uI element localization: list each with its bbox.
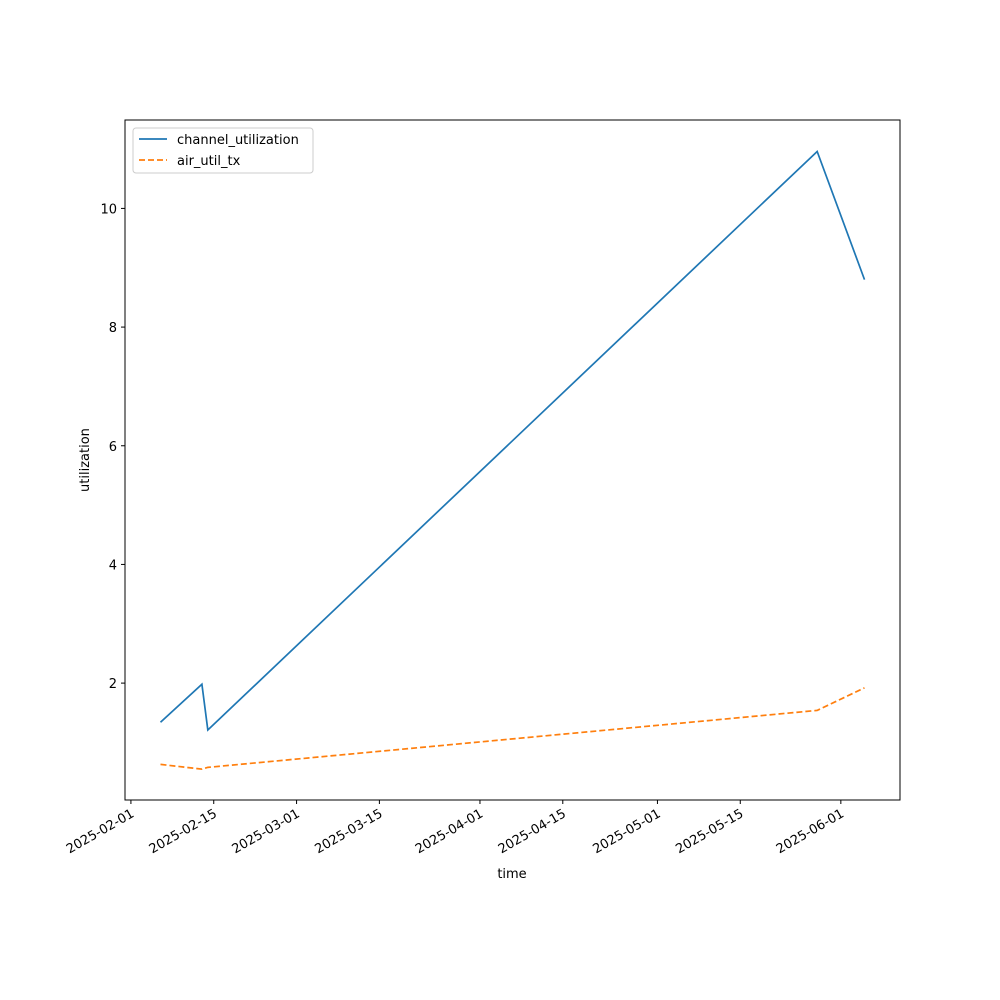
y-axis-label: utilization	[78, 428, 93, 492]
x-tick-label: 2025-04-15	[496, 806, 569, 857]
x-tick-label: 2025-05-01	[591, 806, 664, 857]
y-tick-label: 2	[109, 677, 117, 692]
legend-label: channel_utilization	[177, 133, 299, 148]
x-tick-label: 2025-04-01	[413, 806, 486, 857]
x-tick-label: 2025-05-15	[673, 806, 746, 857]
plot-frame	[124, 119, 901, 801]
x-axis-label: time	[497, 867, 526, 882]
y-tick-label: 6	[109, 440, 117, 455]
y-tick-label: 8	[109, 321, 117, 336]
line-series	[159, 149, 866, 732]
legend-label: air_util_tx	[177, 154, 241, 169]
y-tick-label: 10	[100, 202, 117, 217]
x-tick-label: 2025-02-01	[64, 806, 137, 857]
x-tick-label: 2025-02-15	[147, 806, 220, 857]
y-tick-label: 4	[109, 558, 117, 573]
legend-box	[132, 127, 314, 174]
line-series	[160, 687, 865, 771]
x-tick-label: 2025-03-01	[230, 806, 303, 857]
x-tick-label: 2025-06-01	[774, 806, 847, 857]
x-tick-label: 2025-03-15	[312, 806, 385, 857]
